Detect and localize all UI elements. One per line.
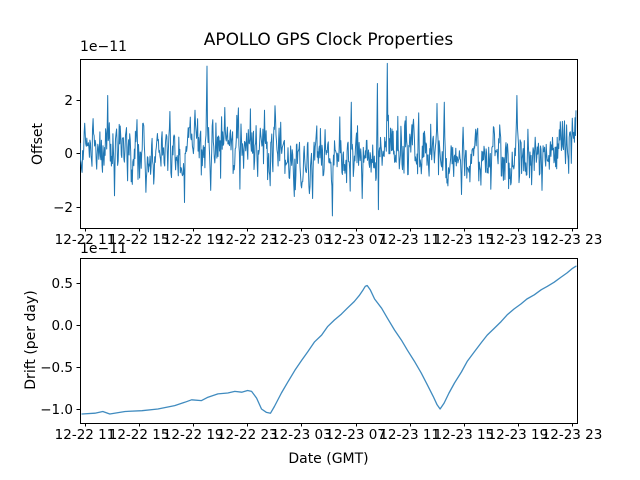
x-tick-label: 12-22 23 (216, 427, 278, 443)
bottom-y-tick-label: −0.5 (40, 360, 73, 376)
top-y-tick-label: −2 (53, 200, 73, 216)
x-tick-label: 12-23 11 (379, 232, 441, 248)
x-tick-label: 12-22 19 (162, 427, 224, 443)
bottom-y-tick-label: 0.0 (51, 318, 73, 334)
x-tick-label: 12-23 07 (325, 427, 386, 443)
x-tick-label: 12-23 23 (541, 427, 603, 443)
x-tick-label: 12-23 07 (325, 232, 386, 248)
bottom-axis-scale-offset-text: 1e−11 (80, 241, 128, 257)
x-tick-label: 12-23 11 (379, 427, 441, 443)
chart-title: APOLLO GPS Clock Properties (203, 30, 454, 50)
x-tick-label: 12-22 15 (108, 232, 170, 248)
top-y-tick-label: 2 (64, 93, 73, 109)
x-tick-label: 12-23 15 (433, 232, 495, 248)
x-tick-label: 12-22 19 (162, 232, 224, 248)
x-tick-label: 12-23 03 (271, 232, 332, 248)
top-axis-scale-offset-text: 1e−11 (80, 39, 128, 55)
x-tick-label: 12-23 03 (271, 427, 332, 443)
top-y-axis-label: Offset (30, 122, 46, 166)
x-tick-label: 12-23 19 (487, 232, 549, 248)
x-tick-label: 12-22 11 (54, 232, 116, 248)
x-tick-label: 12-23 19 (487, 427, 549, 443)
x-tick-label: 12-22 23 (216, 232, 278, 248)
x-tick-label: 12-23 23 (541, 232, 603, 248)
bottom-y-tick-label: −1.0 (40, 402, 73, 418)
top-y-tick-label: 0 (64, 146, 73, 162)
x-tick-label: 12-22 15 (108, 427, 170, 443)
bottom-y-tick-label: 0.5 (51, 276, 73, 292)
x-tick-label: 12-23 15 (433, 427, 495, 443)
x-tick-label: 12-22 11 (54, 427, 116, 443)
x-axis-label: Date (GMT) (288, 451, 369, 467)
